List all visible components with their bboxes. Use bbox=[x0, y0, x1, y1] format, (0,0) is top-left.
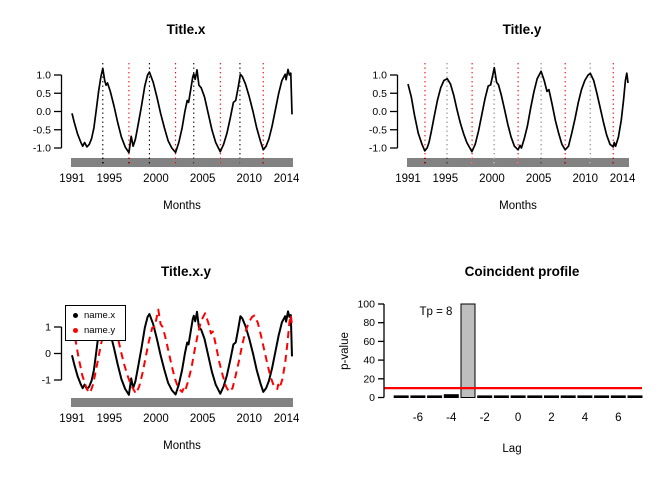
x-tick-label: 2010 bbox=[236, 413, 262, 425]
bar bbox=[477, 395, 493, 398]
rug-axis bbox=[71, 158, 293, 167]
plot-title-coincident: Coincident profile bbox=[464, 264, 580, 279]
x-tick-label: -6 bbox=[413, 412, 423, 424]
x-tick-label: 0 bbox=[515, 412, 521, 424]
title-x-plot-canvas: 1.0 0.5 0.0 -0.5 -1.0 1991 1995 2000 2005 2010 201… bbox=[33, 63, 300, 185]
tp-annotation: Tp = 8 bbox=[419, 306, 453, 318]
x-tick-label: 2014 bbox=[610, 173, 636, 185]
x-tick-label: 1995 bbox=[97, 413, 123, 425]
y-tick-label: 0.0 bbox=[372, 106, 387, 118]
y-tick-label: -1 bbox=[42, 375, 51, 387]
x-tick-label: 2005 bbox=[190, 413, 216, 425]
rug-axis bbox=[71, 398, 293, 407]
series-line-x bbox=[71, 67, 293, 154]
y-tick-label: 100 bbox=[357, 299, 375, 311]
y-tick-label: -1.0 bbox=[369, 143, 387, 155]
x-tick-label: 2010 bbox=[236, 173, 262, 185]
y-tick-label: -0.5 bbox=[369, 124, 387, 136]
legend-dot-black bbox=[73, 313, 78, 318]
y-tick-label: 0.5 bbox=[372, 88, 387, 100]
quadrant-title-x: 1.0 0.5 0.0 -0.5 -1.0 1991 1995 2000 2005 2010 201… bbox=[0, 0, 336, 240]
x-tick-label: 4 bbox=[582, 412, 589, 424]
bar bbox=[544, 395, 559, 398]
bar bbox=[627, 395, 643, 398]
bar bbox=[527, 395, 543, 398]
x-tick-label: 2014 bbox=[274, 413, 300, 425]
x-tick-label: 2010 bbox=[572, 173, 598, 185]
legend: name.x name.y bbox=[65, 305, 126, 341]
y-tick-label: 0.0 bbox=[36, 106, 51, 118]
coincident-profile-canvas: 0 20 40 60 80 100 -6 -4 -2 0 2 4 6 bbox=[357, 299, 643, 424]
quadrant-coincident-profile: 0 20 40 60 80 100 -6 -4 -2 0 2 4 6 Coincident profil… bbox=[336, 240, 672, 480]
y-tick-label: -1.0 bbox=[33, 143, 51, 155]
bar bbox=[410, 395, 426, 398]
highlight-bar bbox=[460, 303, 476, 398]
bar bbox=[510, 395, 526, 398]
x-tick-label: 2014 bbox=[274, 173, 300, 185]
legend-dot-red bbox=[73, 328, 78, 333]
x-tick-label: -4 bbox=[446, 412, 457, 424]
months-label-xy: Months bbox=[163, 440, 201, 452]
legend-entry-name-x: name.x bbox=[73, 308, 125, 323]
months-label-x: Months bbox=[163, 200, 201, 212]
x-tick-label: 2000 bbox=[143, 173, 169, 185]
y-tick-label: 1.0 bbox=[36, 70, 51, 82]
months-label-y: Months bbox=[499, 200, 537, 212]
quadrant-title-y: 1.0 0.5 0.0 -0.5 -1.0 1991 1995 2000 2005 2010 201… bbox=[336, 0, 672, 240]
bar bbox=[594, 395, 610, 398]
x-tick-label: 2005 bbox=[526, 173, 552, 185]
x-tick-label: 6 bbox=[615, 412, 621, 424]
y-tick-label: -0.5 bbox=[33, 124, 51, 136]
y-tick-label: 60 bbox=[363, 336, 375, 348]
legend-label-name-y: name.y bbox=[84, 325, 116, 336]
x-tick-label: 1991 bbox=[395, 173, 421, 185]
bar bbox=[610, 395, 626, 398]
plot-title-x: Title.x bbox=[166, 22, 206, 37]
bar bbox=[493, 395, 509, 398]
y-tick-label: 40 bbox=[363, 355, 375, 367]
plot-title-y: Title.y bbox=[502, 22, 542, 37]
rug-axis bbox=[407, 158, 629, 167]
x-tick-label: 2005 bbox=[190, 173, 216, 185]
legend-label-name-x: name.x bbox=[84, 310, 116, 321]
series-line-y bbox=[407, 66, 629, 153]
x-tick-label: 2000 bbox=[479, 173, 505, 185]
title-y-plot-canvas: 1.0 0.5 0.0 -0.5 -1.0 1991 1995 2000 2005 2010 201… bbox=[369, 63, 636, 185]
y-tick-label: 1.0 bbox=[372, 70, 387, 82]
y-tick-label: 1 bbox=[45, 322, 51, 334]
bar bbox=[443, 394, 459, 399]
bar bbox=[560, 395, 576, 398]
y-tick-label: 80 bbox=[363, 317, 375, 329]
plot-title-xy: Title.x.y bbox=[160, 264, 212, 279]
x-tick-label: 2000 bbox=[143, 413, 169, 425]
y-tick-label: 20 bbox=[363, 373, 375, 385]
x-tick-label: 1995 bbox=[433, 173, 459, 185]
p-value-axis-label: p-value bbox=[339, 332, 351, 370]
x-tick-label: -2 bbox=[480, 412, 490, 424]
y-tick-label: 0.5 bbox=[36, 88, 51, 100]
y-tick-label: 0 bbox=[45, 348, 51, 360]
bar bbox=[427, 395, 443, 398]
y-tick-label: 0 bbox=[369, 392, 375, 404]
legend-entry-name-y: name.y bbox=[73, 323, 125, 338]
bar bbox=[577, 395, 593, 398]
quadrant-title-xy: 1 0 -1 1991 1995 2000 2005 2010 2014 Title.x.y M… bbox=[0, 240, 336, 480]
bar bbox=[393, 395, 409, 398]
x-tick-label: 1995 bbox=[97, 173, 123, 185]
x-tick-label: 1991 bbox=[59, 173, 85, 185]
lag-axis-label: Lag bbox=[502, 443, 522, 455]
x-tick-label: 1991 bbox=[59, 413, 85, 425]
x-tick-label: 2 bbox=[548, 412, 554, 424]
